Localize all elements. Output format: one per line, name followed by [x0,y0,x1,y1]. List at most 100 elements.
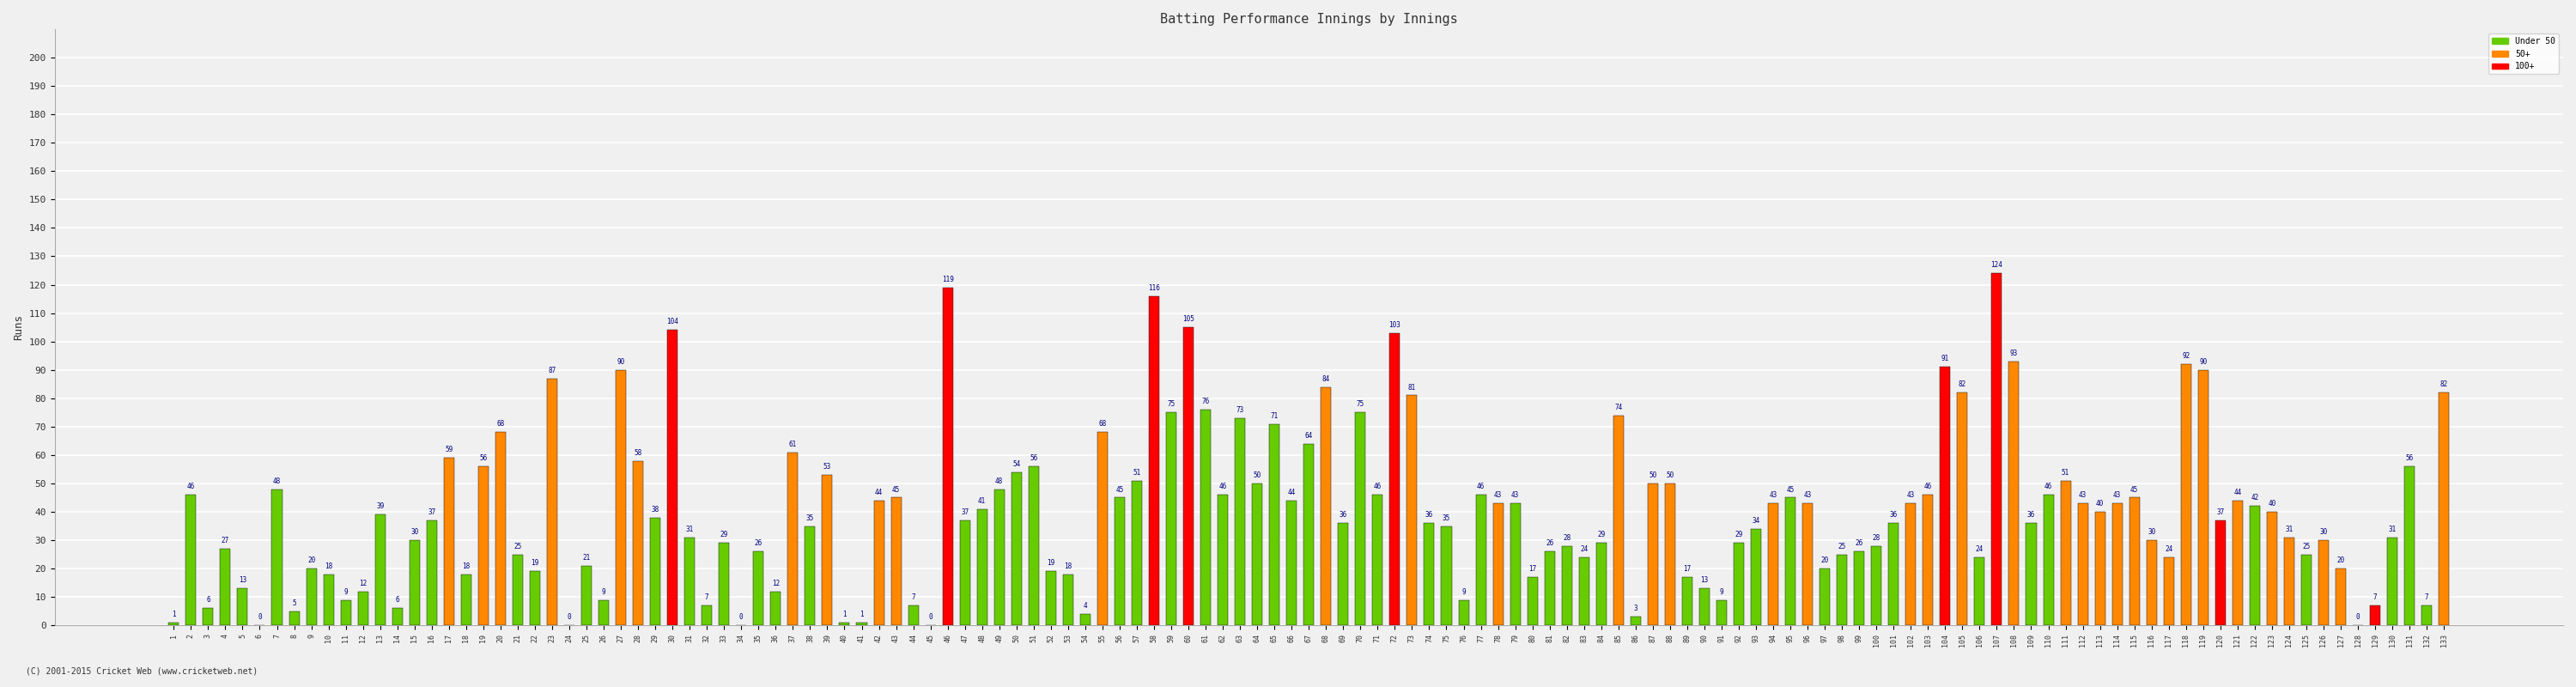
Text: 28: 28 [1564,534,1571,541]
Text: 30: 30 [2318,528,2329,536]
Bar [1425,523,1435,625]
Text: 68: 68 [497,420,505,428]
Bar [1079,614,1090,625]
Bar [325,574,335,625]
Text: 25: 25 [513,543,523,550]
Text: 46: 46 [188,483,196,491]
Text: 37: 37 [961,508,969,516]
Text: 26: 26 [755,539,762,548]
Text: 103: 103 [1388,321,1401,328]
Bar [461,574,471,625]
Bar [185,495,196,625]
Text: 37: 37 [428,508,435,516]
Text: 1: 1 [842,611,848,618]
Bar [479,466,489,625]
Text: 43: 43 [1803,491,1811,499]
Text: 74: 74 [1615,403,1623,411]
Text: 54: 54 [1012,460,1020,468]
Text: 39: 39 [376,503,384,510]
Text: 1: 1 [173,611,175,618]
Text: 25: 25 [2303,543,2311,550]
Bar [1510,504,1520,625]
Text: 24: 24 [2164,545,2172,553]
Bar [1613,416,1623,625]
Text: 44: 44 [2233,488,2241,496]
Bar [634,461,644,625]
Bar [1664,484,1674,625]
Text: 36: 36 [2027,511,2035,519]
Text: 119: 119 [943,275,953,283]
Bar [994,489,1005,625]
Text: 1: 1 [860,611,863,618]
Text: 12: 12 [358,579,366,587]
Bar [1991,273,2002,625]
Text: 56: 56 [479,454,487,462]
Text: 90: 90 [2200,358,2208,365]
Text: 0: 0 [2357,613,2360,621]
Text: 20: 20 [2336,556,2344,564]
Bar [1561,546,1571,625]
Text: 116: 116 [1149,284,1159,292]
Bar [1785,497,1795,625]
Bar [976,509,987,625]
Bar [1303,444,1314,625]
Bar [167,622,178,625]
Bar [2146,540,2156,625]
Bar [2197,370,2208,625]
Text: 6: 6 [394,596,399,604]
Bar [1012,472,1023,625]
Bar [855,622,868,625]
Bar [1752,529,1762,625]
Bar [1337,523,1347,625]
Text: 44: 44 [876,488,884,496]
Bar [1940,367,1950,625]
Bar [2421,605,2432,625]
Bar [1373,495,1383,625]
Text: 9: 9 [1721,588,1723,596]
Text: 18: 18 [461,563,469,570]
Text: 51: 51 [2061,469,2069,476]
Y-axis label: Runs: Runs [13,315,23,340]
Text: 5: 5 [291,599,296,607]
Bar [891,497,902,625]
Text: 29: 29 [721,531,729,539]
Bar [1819,569,1829,625]
Bar [376,515,386,625]
Text: 124: 124 [1991,261,2002,269]
Bar [616,370,626,625]
Bar [513,554,523,625]
Text: 30: 30 [410,528,417,536]
Bar [2043,495,2053,625]
Bar [2025,523,2038,625]
Bar [1458,600,1468,625]
Bar [307,569,317,625]
Bar [1115,497,1126,625]
Text: 12: 12 [773,579,781,587]
Text: 26: 26 [1546,539,1553,548]
Text: 75: 75 [1167,401,1175,408]
Text: 84: 84 [1321,375,1329,383]
Text: 48: 48 [994,477,1002,485]
Text: 43: 43 [1494,491,1502,499]
Text: 43: 43 [1512,491,1520,499]
Text: 35: 35 [806,514,814,521]
Text: 46: 46 [2045,483,2053,491]
Bar [582,566,592,625]
Text: 35: 35 [1443,514,1450,521]
Bar [2182,364,2192,625]
Bar [1097,432,1108,625]
Text: 0: 0 [739,613,744,621]
Text: 24: 24 [1976,545,1984,553]
Text: 105: 105 [1182,315,1195,323]
Text: 50: 50 [1649,471,1656,480]
Bar [752,552,762,625]
Bar [1682,577,1692,625]
Bar [2388,537,2398,625]
Text: 76: 76 [1200,398,1211,405]
Text: 4: 4 [1084,602,1087,610]
Bar [443,458,453,625]
Text: 91: 91 [1942,355,1950,363]
Text: 68: 68 [1097,420,1108,428]
Bar [2094,512,2105,625]
Text: 43: 43 [2112,491,2120,499]
